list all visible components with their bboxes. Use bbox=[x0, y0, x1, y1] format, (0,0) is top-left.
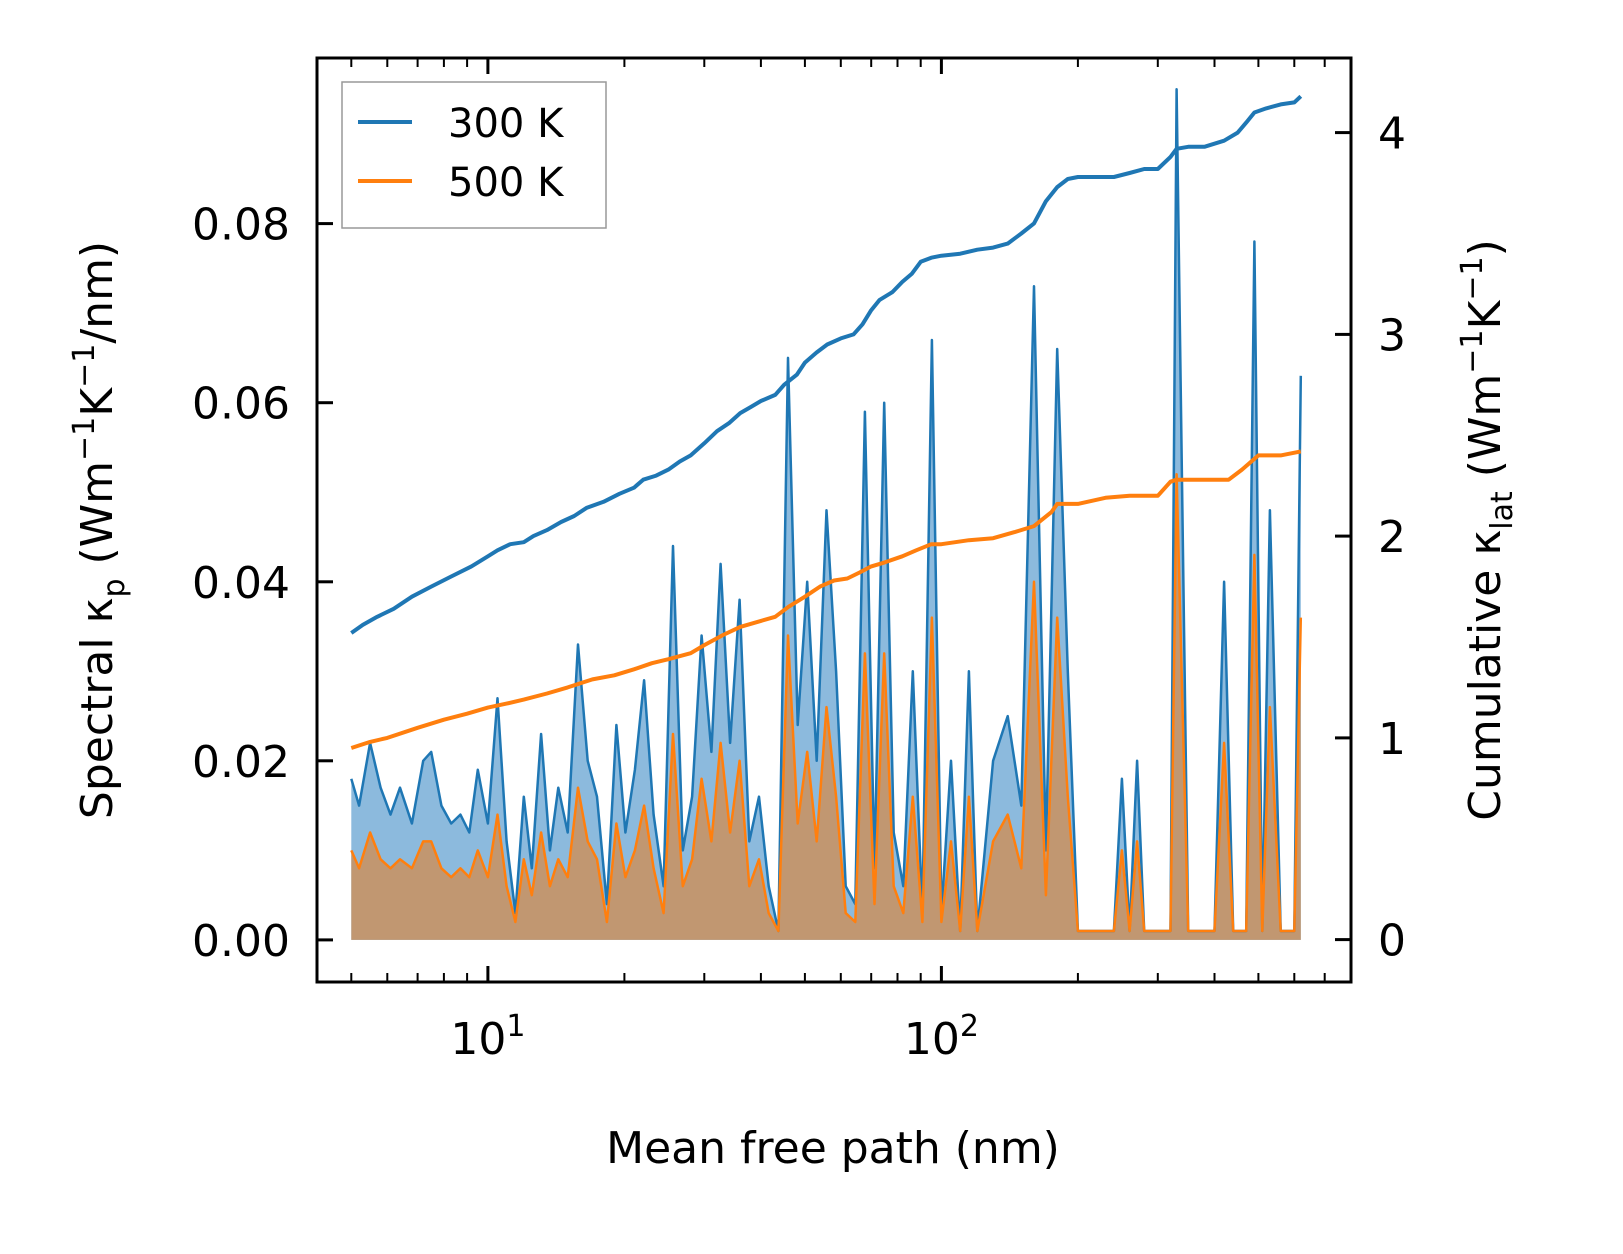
x-axis-title: Mean free path (nm) bbox=[606, 1123, 1060, 1174]
y-right-tick-label: 2 bbox=[1378, 512, 1406, 563]
plot-frame bbox=[315, 56, 1353, 984]
y-right-tick-label: 3 bbox=[1378, 310, 1406, 361]
x-tick-label-100: 102 bbox=[904, 1009, 979, 1065]
y-right-tick-label: 1 bbox=[1378, 714, 1406, 765]
y-right-axis-title: Cumulative κlat (Wm−1K−1) bbox=[1455, 239, 1520, 821]
y-right-tick-label: 4 bbox=[1378, 109, 1406, 160]
cumulative-line-500K bbox=[350, 449, 1302, 750]
y-left-tick-label: 0.02 bbox=[192, 737, 290, 788]
cumulative-line-300K bbox=[350, 94, 1303, 635]
legend-label-500K: 500 K bbox=[448, 160, 565, 206]
spectral-fill-500K bbox=[351, 474, 1301, 940]
y-right-tick-label: 0 bbox=[1378, 916, 1406, 967]
y-left-axis-title: Spectral κp (Wm−1K−1/nm) bbox=[67, 241, 132, 819]
x-tick-label-10: 101 bbox=[450, 1009, 525, 1065]
y-left-tick-label: 0.04 bbox=[192, 558, 290, 609]
spectral-line-500K bbox=[350, 473, 1303, 933]
spectral-line-300K bbox=[350, 88, 1303, 933]
plot-area bbox=[350, 88, 1303, 940]
y-left-tick-label: 0.00 bbox=[192, 916, 290, 967]
legend: 300 K 500 K bbox=[341, 81, 607, 229]
y-left-tick-label: 0.06 bbox=[192, 379, 290, 430]
legend-box bbox=[341, 81, 607, 229]
y-left-tick-label: 0.08 bbox=[192, 200, 290, 251]
legend-label-300K: 300 K bbox=[448, 101, 565, 147]
